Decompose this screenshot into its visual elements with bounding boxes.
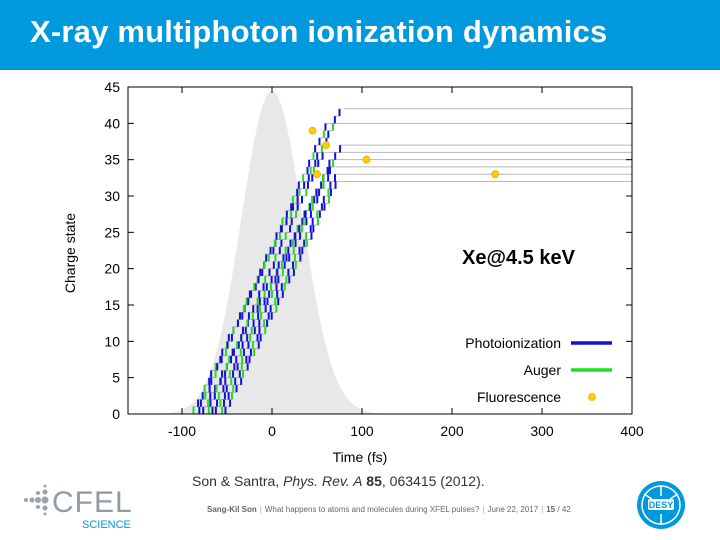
slide-footer: Sang-Kil Son | What happens to atoms and m… [207, 505, 571, 514]
slide-header: X-ray multiphoton ionization dynamics [0, 0, 720, 70]
x-tick-label: 100 [350, 423, 374, 439]
x-tick-label: 0 [268, 423, 276, 439]
cfel-logo-text: CFEL [52, 486, 133, 519]
footer-author: Sang-Kil Son [207, 505, 257, 514]
fluorescence-point [491, 170, 500, 179]
y-tick-label: 35 [104, 152, 120, 168]
y-tick-label: 20 [104, 261, 120, 277]
fluorescence-point [362, 155, 371, 164]
charge-state-chart: -100 0 100 200 300 400 0 5 10 15 20 25 30 35 40 45 Phot… [62, 79, 644, 465]
footer-talk: What happens to atoms and molecules duri… [264, 505, 480, 514]
fluorescence-layer [308, 126, 500, 179]
legend-label: Photoionization [465, 335, 561, 351]
charge-trajectory [209, 159, 331, 415]
y-tick-label: 30 [104, 188, 120, 204]
cfel-logo-subtext: SCIENCE [82, 519, 131, 531]
legend-label: Fluorescence [477, 389, 561, 405]
desy-atom-icon [643, 485, 679, 525]
y-tick-label: 5 [112, 370, 120, 386]
fluorescence-point [322, 141, 330, 150]
xray-pulse-profile [164, 90, 380, 414]
x-axis-label: Time (fs) [333, 449, 388, 465]
x-tick-label: 400 [620, 423, 644, 439]
slide-title: X-ray multiphoton ionization dynamics [30, 14, 608, 49]
axes-layer: -100 0 100 200 300 400 0 5 10 15 20 25 30 35 40 45 [104, 79, 643, 439]
x-tick-label: 300 [530, 423, 554, 439]
y-tick-label: 15 [104, 297, 120, 313]
x-tick-label: -100 [168, 423, 196, 439]
legend-layer: Photoionization Auger Fluorescence [465, 335, 612, 405]
xray-pulse-layer [164, 90, 380, 414]
footer-page: 15 [546, 505, 556, 514]
charge-trajectory [213, 166, 331, 415]
x-tick-label: 200 [440, 423, 464, 439]
desy-logo-text: DESY [649, 500, 674, 510]
chart-annotation: Xe@4.5 keV [462, 247, 576, 269]
final-charge-levels-layer [321, 108, 632, 182]
plot-frame [127, 86, 633, 415]
fluorescence-point [313, 170, 321, 179]
charge-trajectory [195, 123, 327, 415]
citation-authors: Son & Santra, [192, 473, 284, 489]
desy-logo: DESY [637, 481, 685, 529]
y-tick-label: 45 [104, 79, 120, 95]
footer-total: / 42 [557, 505, 571, 514]
y-tick-label: 40 [104, 115, 120, 131]
charge-trajectory [222, 181, 337, 415]
citation-journal: Phys. Rev. A [283, 473, 363, 489]
footer-date: June 22, 2017 [487, 505, 539, 514]
legend-label: Auger [524, 362, 562, 378]
y-axis-label: Charge state [62, 213, 78, 293]
citation: Son & Santra, Phys. Rev. A 85, 063415 (2… [192, 473, 485, 489]
fluorescence-point [308, 126, 317, 135]
citation-volume: 85 [362, 473, 382, 489]
legend-swatch [588, 393, 596, 401]
y-tick-label: 10 [104, 333, 120, 349]
y-tick-label: 25 [104, 224, 120, 240]
y-tick-label: 0 [112, 406, 120, 422]
cfel-dots-icon [24, 484, 49, 516]
citation-rest: , 063415 (2012). [381, 473, 485, 489]
cfel-science-logo: CFEL SCIENCE [24, 484, 133, 531]
trajectories-layer [191, 108, 342, 415]
